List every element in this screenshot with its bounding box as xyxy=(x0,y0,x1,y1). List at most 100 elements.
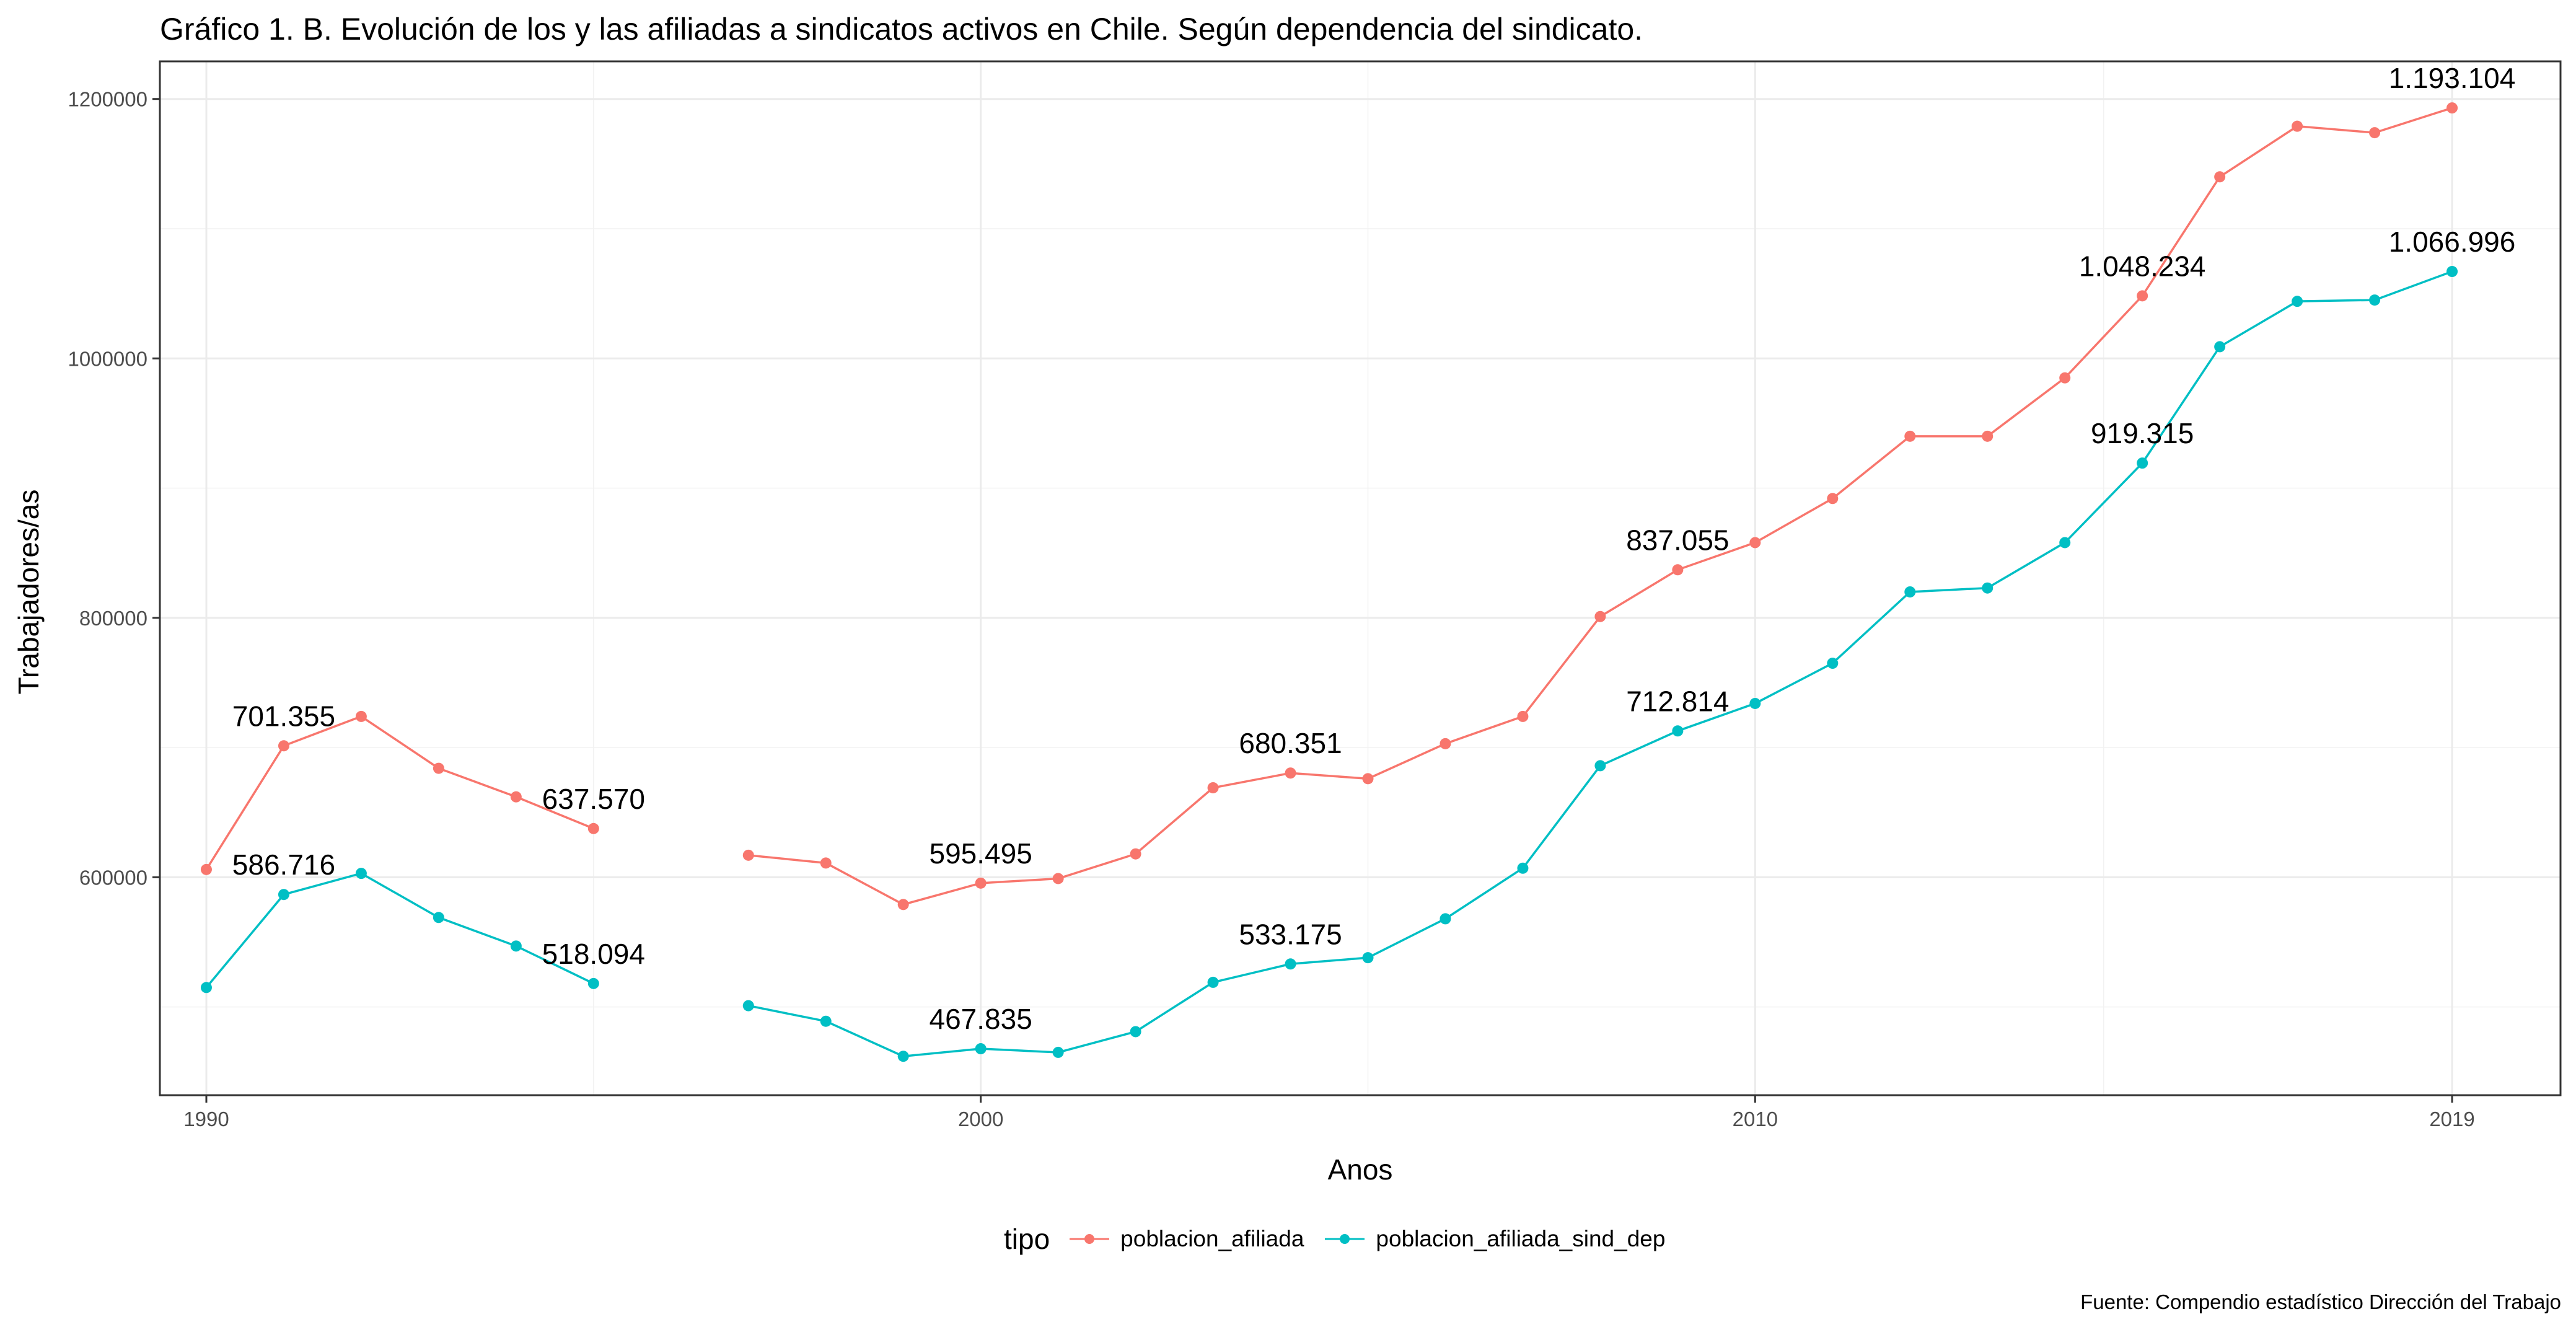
y-tick-label: 800000 xyxy=(79,607,147,630)
data-point-poblacion-afiliada-sind-dep xyxy=(1517,862,1529,874)
data-point-poblacion-afiliada-sind-dep xyxy=(1362,952,1374,964)
legend-key-poblacion-afiliada xyxy=(1070,1234,1110,1244)
data-label: 1.193.104 xyxy=(2389,62,2516,94)
data-point-poblacion-afiliada xyxy=(2369,127,2381,139)
series-lines xyxy=(200,102,2458,1062)
data-point-poblacion-afiliada-sind-dep xyxy=(897,1051,909,1062)
data-point-poblacion-afiliada-sind-dep xyxy=(820,1015,832,1027)
data-label: 467.835 xyxy=(930,1003,1032,1035)
data-point-poblacion-afiliada-sind-dep xyxy=(200,982,212,994)
chart-title: Gráfico 1. B. Evolución de los y las afi… xyxy=(160,12,1643,46)
data-label: 701.355 xyxy=(232,700,335,732)
series-line-poblacion-afiliada xyxy=(748,107,2453,906)
x-axis-title: Anos xyxy=(1327,1153,1393,1186)
data-point-poblacion-afiliada-sind-dep xyxy=(2214,341,2226,353)
legend-label-poblacion-afiliada: poblacion_afiliada xyxy=(1120,1226,1304,1251)
data-point-poblacion-afiliada-sind-dep xyxy=(1440,913,1451,925)
chart-caption: Fuente: Compendio estadístico Dirección … xyxy=(2080,1290,2561,1313)
data-point-poblacion-afiliada-sind-dep xyxy=(2292,296,2303,307)
data-point-poblacion-afiliada-sind-dep xyxy=(2369,294,2381,306)
data-point-poblacion-afiliada xyxy=(2059,372,2071,384)
data-label: 533.175 xyxy=(1239,918,1342,950)
data-label: 518.094 xyxy=(542,938,645,970)
data-point-poblacion-afiliada xyxy=(1362,773,1374,785)
data-point-poblacion-afiliada-sind-dep xyxy=(1982,582,1994,594)
plot-panel-border xyxy=(159,60,2562,1096)
legend: tipo poblacion_afiliada poblacion_afilia… xyxy=(1004,1222,1684,1256)
data-point-poblacion-afiliada xyxy=(897,899,909,910)
data-point-poblacion-afiliada-sind-dep xyxy=(278,889,289,901)
data-point-poblacion-afiliada xyxy=(200,863,212,875)
data-point-poblacion-afiliada-sind-dep xyxy=(975,1043,987,1055)
data-point-poblacion-afiliada-sind-dep xyxy=(2446,266,2458,278)
data-point-poblacion-afiliada-sind-dep xyxy=(1052,1046,1064,1058)
legend-label-poblacion-afiliada-sind-dep: poblacion_afiliada_sind_dep xyxy=(1376,1226,1666,1251)
data-label: 919.315 xyxy=(2091,417,2194,449)
data-point-poblacion-afiliada xyxy=(1517,710,1529,722)
grid-lines xyxy=(160,61,2561,1095)
x-tick-label: 2019 xyxy=(2429,1108,2474,1131)
data-label: 837.055 xyxy=(1626,524,1729,556)
data-point-poblacion-afiliada-sind-dep xyxy=(1285,958,1296,970)
data-label: 1.066.996 xyxy=(2389,226,2516,258)
data-label: 595.495 xyxy=(930,837,1032,870)
data-point-poblacion-afiliada-sind-dep xyxy=(1672,725,1684,737)
data-point-poblacion-afiliada-sind-dep xyxy=(1594,760,1606,772)
x-tick-label: 2010 xyxy=(1733,1108,1778,1131)
data-point-poblacion-afiliada xyxy=(2446,102,2458,114)
data-label: 1.048.234 xyxy=(2079,250,2206,282)
data-label: 637.570 xyxy=(542,783,645,815)
data-point-poblacion-afiliada-sind-dep xyxy=(1749,697,1761,709)
data-point-poblacion-afiliada xyxy=(1982,430,1994,442)
data-point-poblacion-afiliada xyxy=(1130,848,1141,860)
data-point-poblacion-afiliada xyxy=(1207,782,1219,793)
y-tick-label: 600000 xyxy=(79,866,147,889)
data-point-poblacion-afiliada xyxy=(2214,171,2226,183)
series-line-poblacion-afiliada xyxy=(205,715,594,870)
data-point-poblacion-afiliada xyxy=(510,791,522,803)
data-point-poblacion-afiliada-sind-dep xyxy=(1130,1026,1141,1038)
y-axis-title: Trabajadores/as xyxy=(12,489,45,695)
data-point-poblacion-afiliada-sind-dep xyxy=(1207,976,1219,988)
data-point-poblacion-afiliada-sind-dep xyxy=(355,868,367,880)
legend-key-poblacion-afiliada-sind-dep xyxy=(1325,1234,1365,1244)
data-point-poblacion-afiliada xyxy=(587,822,599,834)
data-point-poblacion-afiliada xyxy=(2292,120,2303,132)
data-point-poblacion-afiliada xyxy=(1285,767,1296,779)
data-point-poblacion-afiliada xyxy=(355,710,367,722)
data-label: 680.351 xyxy=(1239,727,1342,759)
data-point-poblacion-afiliada xyxy=(820,857,832,869)
x-tick-label: 1990 xyxy=(183,1108,229,1131)
data-point-poblacion-afiliada-sind-dep xyxy=(510,940,522,952)
data-point-poblacion-afiliada xyxy=(742,849,754,861)
data-point-poblacion-afiliada-sind-dep xyxy=(433,912,444,924)
data-labels: 701.355 637.570 595.495 680.351 837.055 1.048… xyxy=(232,62,2516,1035)
series-line-poblacion-afiliada-sind-dep xyxy=(748,270,2453,1058)
axes: 600000 800000 1000000 1200000 1990 2000 2010 20… xyxy=(68,88,2475,1131)
data-point-poblacion-afiliada xyxy=(1904,430,1916,442)
data-point-poblacion-afiliada xyxy=(1672,564,1684,576)
data-point-poblacion-afiliada-sind-dep xyxy=(742,1000,754,1012)
data-point-poblacion-afiliada xyxy=(1749,537,1761,549)
data-point-poblacion-afiliada-sind-dep xyxy=(587,977,599,989)
data-point-poblacion-afiliada-sind-dep xyxy=(1904,586,1916,597)
data-point-poblacion-afiliada-sind-dep xyxy=(2059,537,2071,549)
data-label: 586.716 xyxy=(232,849,335,881)
legend-item-poblacion-afiliada-sind-dep: poblacion_afiliada_sind_dep xyxy=(1322,1226,1665,1252)
series-line-poblacion-afiliada-sind-dep xyxy=(205,872,594,989)
legend-item-poblacion-afiliada: poblacion_afiliada xyxy=(1067,1226,1304,1252)
data-point-poblacion-afiliada xyxy=(1827,493,1839,505)
data-point-poblacion-afiliada xyxy=(278,740,289,752)
data-point-poblacion-afiliada xyxy=(433,762,444,774)
data-point-poblacion-afiliada-sind-dep xyxy=(2137,457,2148,469)
data-point-poblacion-afiliada xyxy=(2137,290,2148,302)
y-tick-label: 1200000 xyxy=(68,88,147,111)
data-point-poblacion-afiliada xyxy=(1052,873,1064,884)
x-tick-label: 2000 xyxy=(958,1108,1003,1131)
data-point-poblacion-afiliada xyxy=(1440,738,1451,749)
data-point-poblacion-afiliada xyxy=(975,877,987,889)
data-point-poblacion-afiliada xyxy=(1594,611,1606,622)
data-label: 712.814 xyxy=(1626,685,1729,717)
legend-title: tipo xyxy=(1004,1223,1050,1255)
